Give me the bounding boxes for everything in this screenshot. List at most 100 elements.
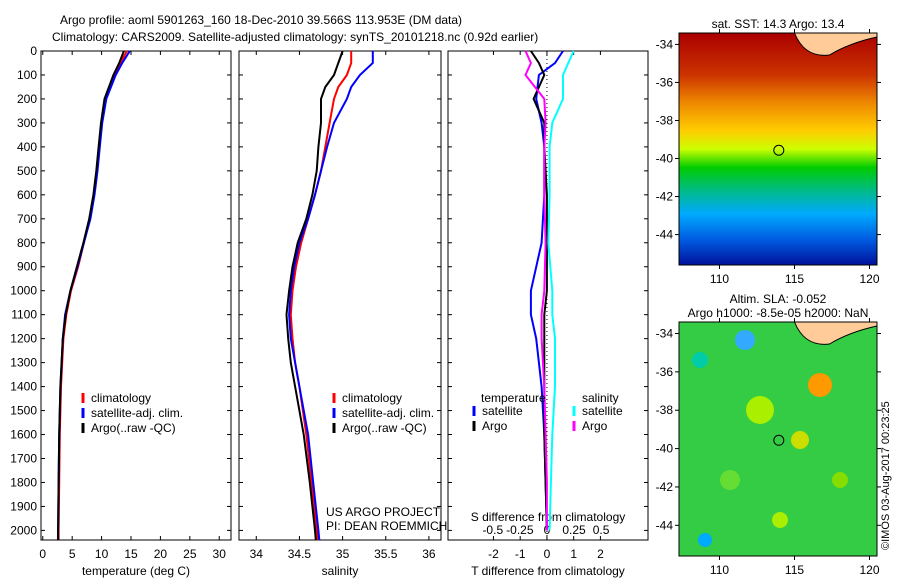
x-tick-label: 20 bbox=[154, 547, 168, 561]
salinity-panel: 34 34.5 35 35.5 36 salinity climatologysatelli… bbox=[238, 50, 447, 578]
lon-tick-label: 115 bbox=[785, 272, 804, 286]
y-tick-label: 600 bbox=[17, 188, 37, 202]
y-tick-label: 1900 bbox=[10, 499, 37, 513]
map-title: Altim. SLA: -0.052 bbox=[730, 292, 827, 306]
title-line-2: Climatology: CARS2009. Satellite-adjuste… bbox=[52, 30, 539, 44]
sla-anomaly bbox=[720, 470, 740, 490]
s-tick-label: 0.25 bbox=[562, 523, 586, 537]
map-frame bbox=[678, 321, 878, 557]
argo-position-marker bbox=[773, 144, 785, 156]
y-tick-label: 800 bbox=[17, 236, 37, 250]
x-tick-label: 35 bbox=[336, 547, 350, 561]
sla-anomaly bbox=[808, 373, 832, 397]
series-line-s-argo bbox=[524, 50, 548, 531]
y-tick-label: 1500 bbox=[10, 404, 37, 418]
land-australia bbox=[793, 32, 878, 56]
x-tick-label: 1 bbox=[570, 547, 577, 561]
lon-tick-label: 110 bbox=[710, 272, 729, 286]
y-tick-label: 1700 bbox=[10, 452, 37, 466]
lon-tick-label: 110 bbox=[710, 563, 729, 577]
y-tick-label: 1800 bbox=[10, 475, 37, 489]
legend-label: climatology bbox=[91, 391, 151, 405]
x-tick-label: 34.5 bbox=[288, 547, 312, 561]
lat-tick-label: -36 bbox=[656, 365, 674, 379]
lat-tick-label: -44 bbox=[656, 518, 674, 532]
sla-anomaly bbox=[746, 396, 774, 424]
y-tick-label: 200 bbox=[17, 92, 37, 106]
y-tick-label: 100 bbox=[17, 68, 37, 82]
lat-tick-label: -38 bbox=[656, 113, 674, 127]
lat-tick-label: -44 bbox=[656, 228, 674, 242]
x-tick-label: 0 bbox=[39, 547, 46, 561]
y-tick-label: 1400 bbox=[10, 380, 37, 394]
y-tick-label: 500 bbox=[17, 164, 37, 178]
legend-label: satellite-adj. clim. bbox=[91, 406, 183, 420]
legend-title: temperature bbox=[481, 391, 546, 405]
lat-tick-label: -42 bbox=[656, 480, 674, 494]
lon-tick-label: 120 bbox=[859, 272, 879, 286]
x-tick-label: 25 bbox=[183, 547, 197, 561]
project-annotation: PI: DEAN ROEMMICH bbox=[326, 519, 447, 533]
sla-anomaly bbox=[832, 472, 848, 488]
sla-anomaly bbox=[692, 352, 708, 368]
x-tick-label: 36 bbox=[422, 547, 436, 561]
legend-label: satellite-adj. clim. bbox=[342, 406, 434, 420]
y-tick-label: 300 bbox=[17, 116, 37, 130]
lat-tick-label: -36 bbox=[656, 75, 674, 89]
x-axis-label: temperature (deg C) bbox=[82, 564, 190, 578]
sst-field bbox=[679, 33, 877, 265]
series-line-satellite-adj-clim- bbox=[288, 51, 374, 541]
series-line-climatology bbox=[289, 51, 353, 541]
s-tick-label: -0.5 bbox=[482, 523, 503, 537]
legend-label: Argo(..raw -QC) bbox=[342, 421, 427, 435]
y-tick-label: 2000 bbox=[10, 523, 37, 537]
x-axis-label: T difference from climatology bbox=[471, 564, 625, 578]
series-line-argo-raw-qc- bbox=[57, 50, 125, 540]
s-tick-label: 0.5 bbox=[593, 523, 610, 537]
legend-label: climatology bbox=[342, 391, 402, 405]
x-tick-label: 0 bbox=[544, 547, 551, 561]
difference-panel: -2 -1 0 1 2 T difference from climatology -0.5… bbox=[447, 50, 649, 578]
y-tick-label: 1200 bbox=[10, 332, 37, 346]
plot-frame bbox=[238, 50, 442, 541]
legend-title: salinity bbox=[582, 391, 619, 405]
x-tick-label: 15 bbox=[124, 547, 138, 561]
x-tick-label: 30 bbox=[213, 547, 227, 561]
x-tick-label: 35.5 bbox=[374, 547, 398, 561]
x-tick-label: -1 bbox=[515, 547, 526, 561]
sla-anomaly bbox=[735, 330, 755, 350]
title-line-1: Argo profile: aoml 5901263_160 18-Dec-20… bbox=[60, 13, 463, 27]
lat-tick-label: -34 bbox=[656, 327, 674, 341]
map-title: Argo h1000: -8.5e-05 h2000: NaN bbox=[688, 306, 869, 320]
legend-label: Argo bbox=[582, 419, 608, 433]
y-tick-label: 1000 bbox=[10, 284, 37, 298]
series-line-s-satellite bbox=[547, 50, 575, 531]
land-australia bbox=[793, 321, 878, 345]
sla-anomaly bbox=[698, 533, 712, 547]
y-tick-label: 1300 bbox=[10, 356, 37, 370]
plot-frame bbox=[447, 50, 649, 541]
y-tick-label: 1600 bbox=[10, 428, 37, 442]
legend-label: Argo(..raw -QC) bbox=[91, 421, 176, 435]
sst_map: 110 115 120 -34 -36 -38 -40 -42 -44 sat. SST: 14.… bbox=[656, 17, 881, 286]
x-tick-label: 5 bbox=[69, 547, 76, 561]
lat-tick-label: -40 bbox=[656, 152, 674, 166]
y-tick-label: 400 bbox=[17, 140, 37, 154]
sla-anomaly bbox=[772, 512, 788, 528]
s-axis-label: S difference from climatology bbox=[471, 510, 626, 524]
lat-tick-label: -40 bbox=[656, 442, 674, 456]
series-line-argo-raw-qc- bbox=[285, 50, 344, 541]
s-tick-label: -0.25 bbox=[506, 523, 534, 537]
legend-label: satellite bbox=[582, 404, 623, 418]
map-title: sat. SST: 14.3 Argo: 13.4 bbox=[712, 17, 845, 31]
lat-tick-label: -38 bbox=[656, 403, 674, 417]
lon-tick-label: 120 bbox=[859, 563, 879, 577]
argo-position-marker bbox=[773, 434, 785, 446]
x-tick-label: 2 bbox=[597, 547, 604, 561]
y-tick-label: 0 bbox=[30, 44, 37, 58]
legend-label: satellite bbox=[482, 404, 523, 418]
lon-tick-label: 115 bbox=[785, 563, 804, 577]
x-axis-label: salinity bbox=[322, 564, 359, 578]
temperature-panel: 0100200300400500600700800900100011001200… bbox=[10, 44, 232, 578]
